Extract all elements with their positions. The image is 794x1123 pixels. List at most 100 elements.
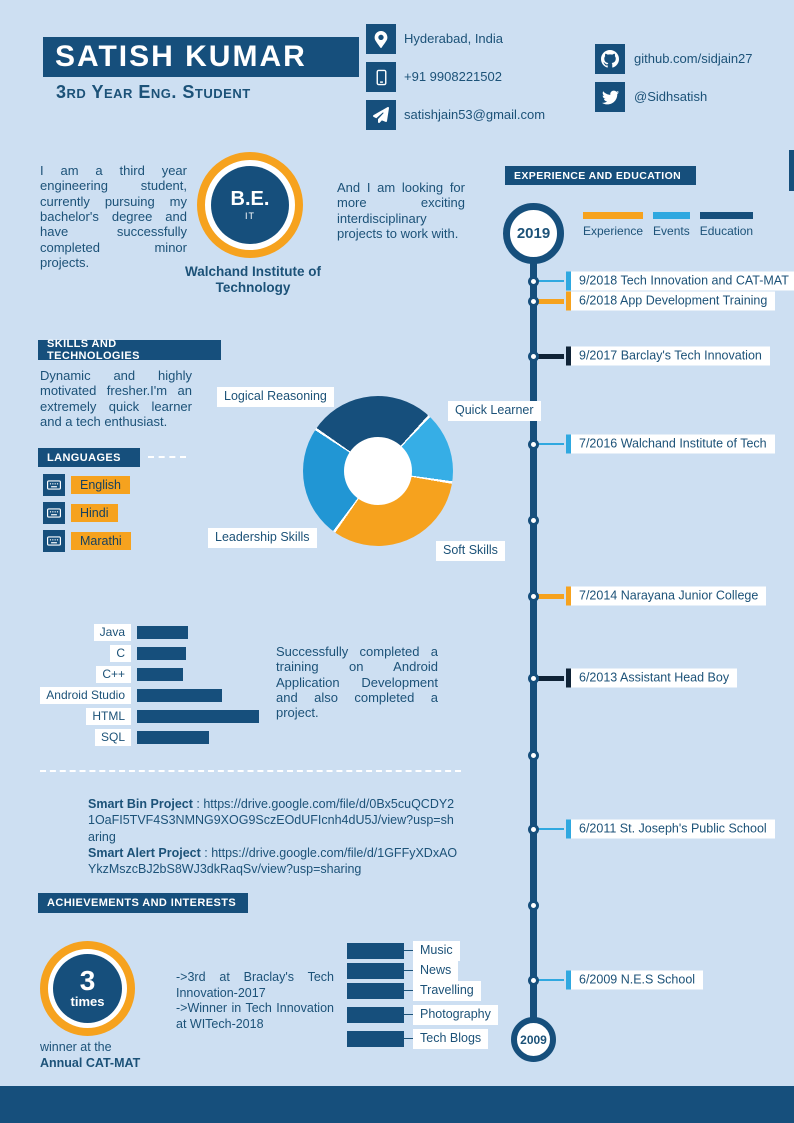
timeline-start-year: 2019 <box>503 203 564 264</box>
project-url[interactable]: https://drive.google.com/file/d/0Bx5cuQC… <box>88 797 455 844</box>
project-url[interactable]: https://drive.google.com/file/d/1GFFyXDx… <box>88 845 458 876</box>
outlook-text: And I am looking for more exciting inter… <box>337 180 465 241</box>
timeline-entry-date: 7/2014 <box>579 588 621 603</box>
award-badge-inner: 3 times <box>53 954 122 1023</box>
timeline-entry: 6/2009 N.E.S School <box>566 970 704 990</box>
timeline-dot <box>528 823 539 835</box>
timeline-connector <box>537 828 564 830</box>
legend-swatch <box>699 212 754 219</box>
timeline-entry: 9/2018 Tech Innovation and CAT-MAT <box>566 271 794 291</box>
interest-bar <box>347 982 404 999</box>
donut-label-quick-learner: Quick Learner <box>448 401 541 421</box>
timeline-dot <box>528 350 539 362</box>
timeline-entry-title: App Development Training <box>620 293 768 308</box>
timeline-entry-title: Narayana Junior College <box>620 588 759 603</box>
timeline-entry-date: 6/2011 <box>579 821 620 836</box>
timeline-connector <box>537 443 564 445</box>
timeline-entry-title: Walchand Institute of Tech <box>620 436 767 451</box>
github-icon[interactable] <box>595 44 625 74</box>
timeline-dot <box>528 974 539 986</box>
interest-label: Photography <box>413 1005 498 1025</box>
timeline-dot <box>528 749 539 761</box>
github-handle[interactable]: github.com/sidjain27 <box>634 51 753 66</box>
languages-list: English Hindi Marathi <box>43 474 131 552</box>
timeline-connector <box>537 280 564 282</box>
tech-bar <box>137 710 260 723</box>
degree-field: IT <box>245 211 255 221</box>
timeline-connector <box>537 979 564 981</box>
donut-label-logical-reasoning: Logical Reasoning <box>217 387 334 407</box>
twitter-handle[interactable]: @Sidhsatish <box>634 89 708 104</box>
legend-swatch <box>583 212 644 219</box>
timeline-entry: 6/2018 App Development Training <box>566 291 776 311</box>
tech-bar-track <box>137 647 267 660</box>
timeline-section-title: EXPERIENCE AND EDUCATION <box>505 166 696 185</box>
language-label: Marathi <box>71 532 131 550</box>
award-caption-line1: winner at the <box>40 1040 112 1054</box>
degree-badge: B.E. IT <box>197 152 303 258</box>
timeline-entry-date: 6/2018 <box>579 293 621 308</box>
timeline-dot <box>528 672 539 684</box>
person-name: SATISH KUMAR <box>55 40 307 73</box>
tech-bar-row: Android Studio <box>40 687 320 704</box>
timeline-entry-date: 9/2018 <box>579 273 621 288</box>
tech-bars: Java C C++ Android Studio HTML SQL <box>40 624 320 750</box>
interest-row: News <box>347 961 459 981</box>
timeline-connector <box>537 298 564 304</box>
interests-list: Music News Travelling Photography Tech Blogs <box>347 941 567 1051</box>
tech-bar-row: HTML <box>40 708 320 725</box>
tech-label: HTML <box>86 708 131 725</box>
tech-bar <box>137 689 222 702</box>
tech-bar-track <box>137 626 267 639</box>
project-entry: Smart Bin Project : https://drive.google… <box>88 796 460 845</box>
interest-label: News <box>413 961 459 981</box>
award-badge: 3 times <box>40 941 135 1036</box>
legend-label: Events <box>653 224 690 238</box>
interest-leader-line <box>404 990 413 992</box>
intro-text: I am a third year engineering student, c… <box>40 163 187 270</box>
timeline-line <box>530 233 537 1039</box>
project-separator: : <box>200 845 212 860</box>
achievements-section-title: ACHIEVEMENTS AND INTERESTS <box>38 893 248 913</box>
dashed-divider <box>40 770 461 772</box>
donut-label-leadership-skills: Leadership Skills <box>208 528 317 548</box>
timeline-dot <box>528 514 539 526</box>
legend-swatch <box>653 212 690 219</box>
achievement-note: ->3rd at Braclay's Tech Innovation-2017 <box>176 970 334 1000</box>
degree-text: B.E. <box>230 188 270 210</box>
languages-section-title: LANGUAGES <box>38 448 140 467</box>
training-note: Successfully completed a training on And… <box>276 644 438 721</box>
interest-bar <box>347 1006 404 1023</box>
translate-icon <box>43 474 65 496</box>
institute-name: Walchand Institute of Technology <box>185 264 321 295</box>
tech-bar-track <box>137 731 267 744</box>
timeline-end-year: 2009 <box>511 1017 556 1062</box>
timeline-entry-date: 6/2009 <box>579 972 621 987</box>
degree-badge-inner: B.E. IT <box>211 166 289 244</box>
timeline-connector <box>537 675 564 681</box>
tech-label: Android Studio <box>40 687 131 704</box>
dashed-divider <box>148 456 186 458</box>
timeline-entry-date: 9/2017 <box>579 348 621 363</box>
timeline-dot <box>528 438 539 450</box>
interest-leader-line <box>404 1014 413 1016</box>
timeline-entry-title: Tech Innovation and CAT-MAT <box>620 273 789 288</box>
tech-bar <box>137 731 209 744</box>
contact-email[interactable]: satishjain53@gmail.com <box>404 107 546 122</box>
tech-bar-row: SQL <box>40 729 320 746</box>
timeline-entry-title: Barclay's Tech Innovation <box>620 348 762 363</box>
interest-label: Music <box>413 941 460 961</box>
timeline-entry: 6/2011 St. Joseph's Public School <box>566 819 775 839</box>
donut-label-soft-skills: Soft Skills <box>436 541 505 561</box>
timeline-entry-date: 7/2016 <box>579 436 621 451</box>
tech-label: C++ <box>96 666 131 683</box>
timeline-entry-title: N.E.S School <box>620 972 696 987</box>
twitter-icon[interactable] <box>595 82 625 112</box>
interest-row: Travelling <box>347 981 481 1001</box>
interest-row: Photography <box>347 1005 498 1025</box>
timeline-dot <box>528 590 539 602</box>
contact-phone: +91 9908221502 <box>404 69 502 84</box>
legend-item: Experience <box>583 212 644 238</box>
award-caption-line2: Annual CAT-MAT <box>40 1056 141 1070</box>
